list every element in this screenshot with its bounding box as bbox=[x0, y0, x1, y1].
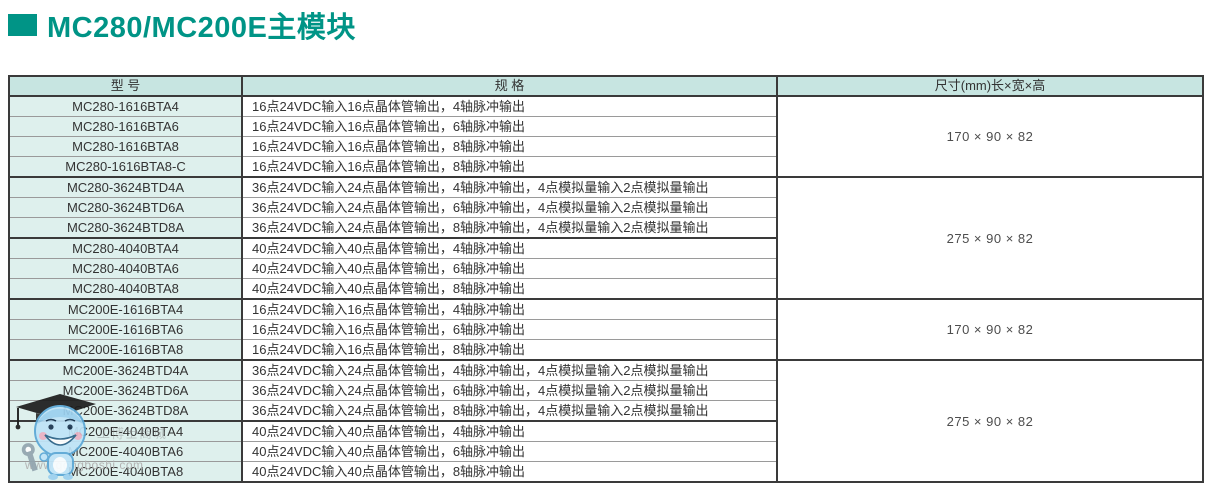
spec-cell: 16点24VDC输入16点晶体管输出，8轴脉冲输出 bbox=[241, 156, 777, 177]
model-cell: MC280-1616BTA6 bbox=[9, 116, 242, 137]
table-row: MC280-1616BTA6 16点24VDC输入16点晶体管输出，6轴脉冲输出 bbox=[9, 116, 1203, 137]
model-cell: MC200E-3624BTD6A bbox=[9, 380, 242, 401]
dimension-cell: 170 × 90 × 82 bbox=[776, 298, 1203, 360]
table-row: MC280-1616BTA8 16点24VDC输入16点晶体管输出，8轴脉冲输出 bbox=[9, 136, 1203, 157]
table-row: MC280-3624BTD8A 36点24VDC输入24点晶体管输出，8轴脉冲输出… bbox=[9, 217, 1203, 238]
spec-cell: 36点24VDC输入24点晶体管输出，8轴脉冲输出，4点模拟量输入2点模拟量输出 bbox=[241, 217, 777, 238]
model-cell: MC280-1616BTA8-C bbox=[9, 156, 242, 177]
title-row: MC280/MC200E主模块 bbox=[8, 6, 356, 44]
table-row: MC200E-1616BTA4 16点24VDC输入16点晶体管输出，4轴脉冲输出… bbox=[9, 298, 1203, 360]
table-row: MC200E-1616BTA6 16点24VDC输入16点晶体管输出，6轴脉冲输出 bbox=[9, 319, 1203, 340]
model-cell: MC200E-1616BTA8 bbox=[9, 339, 242, 360]
table-header-row: 型 号 规 格 尺寸(mm)长×宽×高 bbox=[9, 76, 1203, 97]
model-cell: MC200E-1616BTA4 bbox=[9, 298, 242, 320]
spec-cell: 40点24VDC输入40点晶体管输出，6轴脉冲输出 bbox=[241, 258, 777, 279]
spec-cell: 16点24VDC输入16点晶体管输出，8轴脉冲输出 bbox=[241, 339, 777, 360]
model-cell: MC280-4040BTA6 bbox=[9, 258, 242, 279]
dimension-cell: 170 × 90 × 82 bbox=[776, 95, 1203, 177]
model-cell: MC280-3624BTD4A bbox=[9, 176, 242, 198]
column-header-dimension: 尺寸(mm)长×宽×高 bbox=[776, 76, 1203, 97]
table-row: MC280-4040BTA6 40点24VDC输入40点晶体管输出，6轴脉冲输出 bbox=[9, 258, 1203, 279]
table-row: MC200E-3624BTD4A 36点24VDC输入24点晶体管输出，4轴脉冲输… bbox=[9, 359, 1203, 482]
title-square-icon bbox=[8, 14, 37, 36]
watermark-faint-text: 工博士商城 bbox=[97, 426, 168, 441]
watermark-site-text: www.gongboshi.com bbox=[25, 458, 144, 472]
model-cell: MC280-3624BTD6A bbox=[9, 197, 242, 218]
table-row: MC280-4040BTA4 40点24VDC输入40点晶体管输出，4轴脉冲输出 bbox=[9, 237, 1203, 259]
spec-cell: 40点24VDC输入40点晶体管输出，8轴脉冲输出 bbox=[241, 278, 777, 299]
spec-cell: 36点24VDC输入24点晶体管输出，4轴脉冲输出，4点模拟量输入2点模拟量输出 bbox=[241, 176, 777, 198]
model-cell: MC280-4040BTA4 bbox=[9, 237, 242, 259]
spec-cell: 36点24VDC输入24点晶体管输出，6轴脉冲输出，4点模拟量输入2点模拟量输出 bbox=[241, 380, 777, 401]
spec-cell: 36点24VDC输入24点晶体管输出，6轴脉冲输出，4点模拟量输入2点模拟量输出 bbox=[241, 197, 777, 218]
model-cell: MC200E-3624BTD4A bbox=[9, 359, 242, 381]
model-cell: MC280-1616BTA8 bbox=[9, 136, 242, 157]
model-cell: MC280-4040BTA8 bbox=[9, 278, 242, 299]
dimension-cell: 275 × 90 × 82 bbox=[776, 176, 1203, 299]
table-row: MC280-1616BTA8-C 16点24VDC输入16点晶体管输出，8轴脉冲输… bbox=[9, 156, 1203, 177]
page-title: MC280/MC200E主模块 bbox=[47, 12, 356, 44]
spec-cell: 40点24VDC输入40点晶体管输出，4轴脉冲输出 bbox=[241, 237, 777, 259]
dimension-cell: 275 × 90 × 82 bbox=[776, 359, 1203, 482]
table-row: MC280-4040BTA8 40点24VDC输入40点晶体管输出，8轴脉冲输出 bbox=[9, 278, 1203, 299]
spec-cell: 16点24VDC输入16点晶体管输出，6轴脉冲输出 bbox=[241, 116, 777, 137]
model-cell: MC200E-1616BTA6 bbox=[9, 319, 242, 340]
module-spec-table: 型 号 规 格 尺寸(mm)长×宽×高 MC280-1616BTA4 16点24V… bbox=[8, 75, 1204, 483]
column-header-model: 型 号 bbox=[9, 76, 242, 97]
table-row: MC280-3624BTD4A 36点24VDC输入24点晶体管输出，4轴脉冲输出… bbox=[9, 176, 1203, 299]
spec-cell: 16点24VDC输入16点晶体管输出，4轴脉冲输出 bbox=[241, 298, 777, 320]
model-cell: MC280-1616BTA4 bbox=[9, 95, 242, 117]
column-header-spec: 规 格 bbox=[241, 76, 777, 97]
spec-cell: 40点24VDC输入40点晶体管输出，4轴脉冲输出 bbox=[241, 420, 777, 442]
spec-cell: 16点24VDC输入16点晶体管输出，6轴脉冲输出 bbox=[241, 319, 777, 340]
model-cell: MC280-3624BTD8A bbox=[9, 217, 242, 238]
spec-cell: 36点24VDC输入24点晶体管输出，4轴脉冲输出，4点模拟量输入2点模拟量输出 bbox=[241, 359, 777, 381]
spec-cell: 16点24VDC输入16点晶体管输出，8轴脉冲输出 bbox=[241, 136, 777, 157]
table-row: MC200E-1616BTA8 16点24VDC输入16点晶体管输出，8轴脉冲输出 bbox=[9, 339, 1203, 360]
table-row: MC280-3624BTD6A 36点24VDC输入24点晶体管输出，6轴脉冲输出… bbox=[9, 197, 1203, 218]
spec-cell: 16点24VDC输入16点晶体管输出，4轴脉冲输出 bbox=[241, 95, 777, 117]
spec-cell: 40点24VDC输入40点晶体管输出，8轴脉冲输出 bbox=[241, 461, 777, 482]
spec-cell: 40点24VDC输入40点晶体管输出，6轴脉冲输出 bbox=[241, 441, 777, 462]
table-row: MC280-1616BTA4 16点24VDC输入16点晶体管输出，4轴脉冲输出 1… bbox=[9, 95, 1203, 177]
table-row: MC200E-3624BTD6A 36点24VDC输入24点晶体管输出，6轴脉冲输… bbox=[9, 380, 1203, 401]
model-cell: MC200E-3624BTD8A bbox=[9, 400, 242, 421]
spec-cell: 36点24VDC输入24点晶体管输出，8轴脉冲输出，4点模拟量输入2点模拟量输出 bbox=[241, 400, 777, 421]
